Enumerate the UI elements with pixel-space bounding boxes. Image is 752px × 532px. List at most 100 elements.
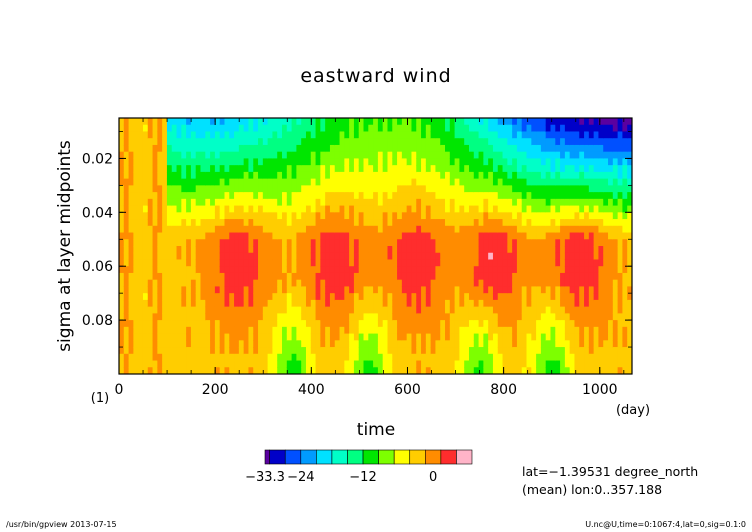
heatmap-cell	[358, 124, 365, 133]
heatmap-cell	[536, 286, 542, 294]
heatmap-cell	[468, 252, 475, 261]
heatmap-cell	[435, 293, 441, 301]
heatmap-cell	[181, 165, 187, 173]
heatmap-cell	[497, 205, 504, 213]
heatmap-cell	[238, 225, 245, 234]
heatmap-cell	[445, 158, 451, 166]
heatmap-cell	[598, 219, 604, 227]
heatmap-cell	[133, 299, 139, 308]
heatmap-cell	[190, 286, 197, 294]
heatmap-cell	[588, 144, 595, 153]
heatmap-cell	[401, 367, 408, 374]
heatmap-cell	[411, 239, 417, 247]
heatmap-cell	[258, 151, 264, 160]
heatmap-cell	[325, 212, 331, 220]
heatmap-cell	[248, 333, 254, 341]
heatmap-cell	[253, 131, 259, 139]
heatmap-cell	[468, 212, 475, 220]
heatmap-cell	[195, 313, 202, 321]
heatmap-cell	[521, 299, 528, 308]
heatmap-cell	[411, 306, 417, 314]
heatmap-cell	[416, 124, 422, 133]
heatmap-cell	[579, 118, 585, 126]
heatmap-cell	[540, 225, 547, 234]
heatmap-cell	[267, 246, 274, 254]
heatmap-cell	[478, 225, 484, 234]
heatmap-cell	[612, 279, 619, 288]
heatmap-cell	[579, 353, 585, 362]
heatmap-cell	[464, 367, 470, 374]
heatmap-cell	[286, 306, 293, 314]
heatmap-cell	[219, 239, 226, 247]
heatmap-cell	[516, 131, 523, 139]
heatmap-cell	[219, 333, 226, 341]
heatmap-cell	[272, 198, 278, 207]
heatmap-cell	[449, 225, 456, 234]
heatmap-cell	[301, 306, 307, 314]
heatmap-cell	[550, 286, 556, 294]
heatmap-cell	[128, 158, 134, 166]
heatmap-cell	[152, 266, 158, 274]
heatmap-cell	[579, 347, 585, 355]
heatmap-cell	[157, 185, 163, 193]
heatmap-cell	[473, 205, 480, 213]
heatmap-cell	[531, 347, 537, 355]
heatmap-cell	[305, 320, 312, 328]
heatmap-cell	[584, 171, 590, 180]
heatmap-cell	[166, 219, 173, 227]
heatmap-cell	[262, 299, 269, 308]
heatmap-cell	[176, 347, 182, 355]
heatmap-cell	[296, 252, 302, 261]
heatmap-cell	[445, 367, 451, 374]
heatmap-cell	[272, 367, 278, 374]
heatmap-cell	[128, 279, 134, 288]
heatmap-cell	[435, 360, 441, 368]
heatmap-cell	[305, 252, 312, 261]
heatmap-cell	[166, 306, 173, 314]
heatmap-cell	[555, 286, 561, 294]
heatmap-cell	[262, 212, 269, 220]
heatmap-cell	[229, 340, 235, 348]
heatmap-cell	[296, 144, 302, 153]
heatmap-cell	[550, 178, 556, 186]
heatmap-cell	[315, 165, 321, 173]
heatmap-cell	[430, 138, 437, 146]
heatmap-cell	[123, 178, 130, 186]
heatmap-cell	[224, 171, 230, 180]
heatmap-cell	[138, 286, 144, 294]
heatmap-cell	[584, 192, 590, 200]
heatmap-cell	[584, 333, 590, 341]
heatmap-cell	[416, 144, 422, 153]
heatmap-cell	[229, 266, 235, 274]
heatmap-cell	[397, 299, 403, 308]
heatmap-cell	[344, 252, 350, 261]
heatmap-cell	[310, 225, 317, 234]
heatmap-cell	[612, 178, 619, 186]
heatmap-cell	[507, 171, 513, 180]
heatmap-cell	[195, 192, 202, 200]
heatmap-cell	[119, 171, 125, 180]
heatmap-cell	[622, 347, 628, 355]
heatmap-cell	[138, 279, 144, 288]
heatmap-cell	[310, 313, 317, 321]
heatmap-cell	[133, 219, 139, 227]
heatmap-cell	[516, 272, 523, 281]
heatmap-cell	[579, 131, 585, 139]
heatmap-cell	[224, 158, 230, 166]
heatmap-cell	[272, 165, 278, 173]
heatmap-cell	[171, 165, 178, 173]
heatmap-cell	[219, 219, 226, 227]
heatmap-cell	[253, 124, 259, 133]
heatmap-cell	[277, 272, 283, 281]
heatmap-cell	[373, 151, 379, 160]
heatmap-cell	[550, 360, 556, 368]
heatmap-cell	[512, 252, 518, 261]
heatmap-cell	[291, 340, 297, 348]
heatmap-cell	[545, 239, 552, 247]
heatmap-cell	[353, 185, 360, 193]
heatmap-cell	[507, 286, 513, 294]
heatmap-cell	[492, 239, 499, 247]
heatmap-cell	[397, 252, 403, 261]
heatmap-cell	[588, 347, 595, 355]
heatmap-cell	[536, 219, 542, 227]
